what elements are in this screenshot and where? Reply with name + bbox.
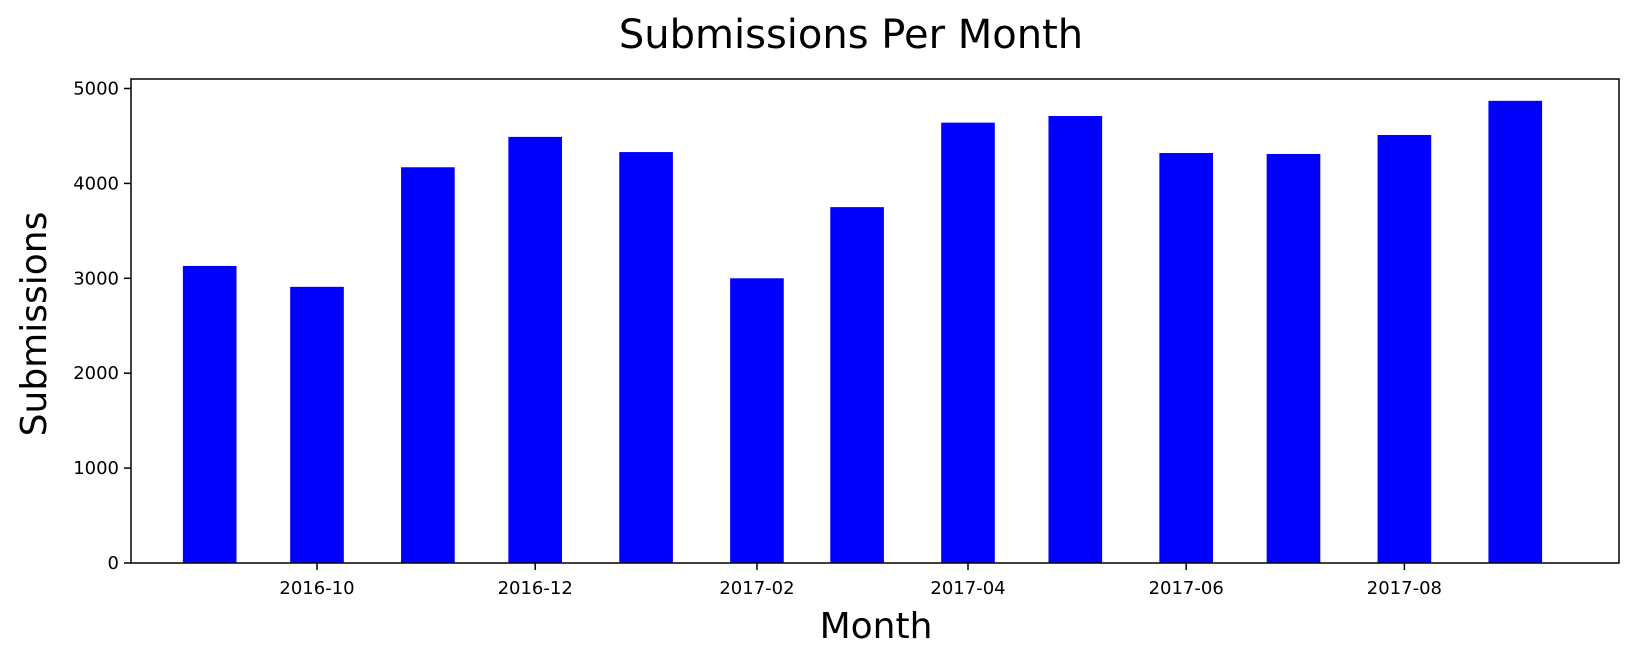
bar <box>1377 134 1432 564</box>
x-tick-label: 2016-12 <box>498 578 573 599</box>
bar <box>1159 153 1214 563</box>
plot-frame <box>130 78 1620 564</box>
x-tick-label: 2016-10 <box>279 578 354 599</box>
y-tick-label: 3000 <box>73 268 119 289</box>
bar <box>1266 153 1321 563</box>
bar <box>1048 116 1103 563</box>
chart-title: Submissions Per Month <box>619 12 1083 58</box>
y-tick-label: 1000 <box>73 458 119 479</box>
bar <box>730 278 784 563</box>
bar <box>401 167 455 563</box>
x-axis-label: Month <box>820 606 933 647</box>
x-tick-label: 2017-04 <box>930 578 1005 599</box>
y-tick-label: 0 <box>108 553 119 574</box>
bar <box>830 207 884 563</box>
x-tick-label: 2017-02 <box>719 578 794 599</box>
y-tick-label: 4000 <box>73 173 119 194</box>
bar <box>182 265 237 563</box>
bar <box>290 286 344 563</box>
x-tick-label: 2017-08 <box>1367 578 1442 599</box>
bar <box>619 152 673 563</box>
x-tick-label: 2017-06 <box>1149 578 1224 599</box>
bar <box>508 136 563 563</box>
y-axis-label: Submissions <box>14 212 55 437</box>
y-tick-label: 2000 <box>73 363 119 384</box>
y-tick-label: 5000 <box>73 78 119 99</box>
bar <box>941 122 995 564</box>
plot-area: 0 1000 2000 3000 4000 5000 2016-10 2016-12 2017-… <box>73 78 1620 599</box>
bar <box>1488 100 1543 563</box>
